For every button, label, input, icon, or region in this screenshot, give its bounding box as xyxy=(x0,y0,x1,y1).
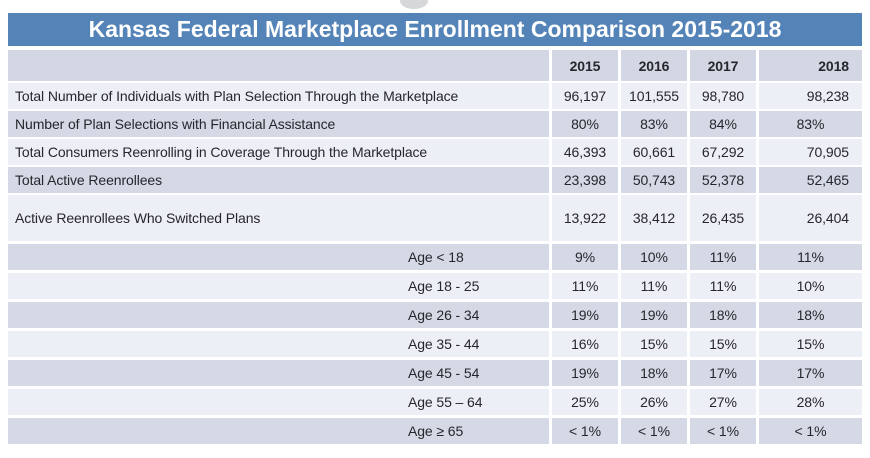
cell-value: 18% xyxy=(621,360,687,386)
row-label: Age 18 - 25 xyxy=(8,273,549,299)
cell-value: 27% xyxy=(690,389,756,415)
cell-value: 60,661 xyxy=(621,139,687,165)
cell-value: 26,404 xyxy=(759,195,862,241)
cell-value: 10% xyxy=(759,273,862,299)
cell-value: 9% xyxy=(552,244,618,270)
cell-value: 96,197 xyxy=(552,83,618,109)
cell-value: 18% xyxy=(690,302,756,328)
cell-value: 19% xyxy=(552,302,618,328)
cell-value: 101,555 xyxy=(621,83,687,109)
cell-value: 11% xyxy=(759,244,862,270)
cell-value: 15% xyxy=(690,331,756,357)
year-header-row: 2015 2016 2017 2018 xyxy=(8,50,862,81)
cell-value: 46,393 xyxy=(552,139,618,165)
year-header-2018: 2018 xyxy=(759,50,862,81)
table-row: Total Consumers Reenrolling in Coverage … xyxy=(8,139,862,165)
row-label: Age 45 - 54 xyxy=(8,360,549,386)
table-row: Total Number of Individuals with Plan Se… xyxy=(8,83,862,109)
cell-value: 15% xyxy=(621,331,687,357)
cell-value: < 1% xyxy=(759,418,862,444)
row-label: Total Active Reenrollees xyxy=(8,167,549,193)
cell-value: 13,922 xyxy=(552,195,618,241)
table-row-age: Age 18 - 25 11% 11% 11% 10% xyxy=(8,273,862,299)
cell-value: 84% xyxy=(690,111,756,137)
cell-value: 70,905 xyxy=(759,139,862,165)
cell-value: 26,435 xyxy=(690,195,756,241)
enrollment-comparison-table: Kansas Federal Marketplace Enrollment Co… xyxy=(8,13,862,447)
table-row-age: Age < 18 9% 10% 11% 11% xyxy=(8,244,862,270)
cell-value: 83% xyxy=(621,111,687,137)
year-header-2015: 2015 xyxy=(552,50,618,81)
cell-value: 10% xyxy=(621,244,687,270)
cell-value: < 1% xyxy=(552,418,618,444)
year-header-2016: 2016 xyxy=(621,50,687,81)
cell-value: 11% xyxy=(552,273,618,299)
cell-value: < 1% xyxy=(690,418,756,444)
cell-value: 11% xyxy=(690,244,756,270)
table-title: Kansas Federal Marketplace Enrollment Co… xyxy=(8,13,862,46)
table-row: Total Active Reenrollees 23,398 50,743 5… xyxy=(8,167,862,193)
cell-value: 28% xyxy=(759,389,862,415)
year-header-2017: 2017 xyxy=(690,50,756,81)
cell-value: 11% xyxy=(621,273,687,299)
table-row-age: Age 35 - 44 16% 15% 15% 15% xyxy=(8,331,862,357)
cell-value: 98,780 xyxy=(690,83,756,109)
cell-value: 23,398 xyxy=(552,167,618,193)
cell-value: 52,465 xyxy=(759,167,862,193)
row-label: Active Reenrollees Who Switched Plans xyxy=(8,195,549,241)
cropped-edge-artifact xyxy=(400,0,428,9)
cell-value: < 1% xyxy=(621,418,687,444)
cell-value: 17% xyxy=(759,360,862,386)
cell-value: 25% xyxy=(552,389,618,415)
row-label: Age 35 - 44 xyxy=(8,331,549,357)
row-label: Age 55 – 64 xyxy=(8,389,549,415)
row-label: Age ≥ 65 xyxy=(8,418,549,444)
cell-value: 19% xyxy=(621,302,687,328)
cell-value: 83% xyxy=(759,111,862,137)
table-row-age: Age ≥ 65 < 1% < 1% < 1% < 1% xyxy=(8,418,862,444)
cell-value: 98,238 xyxy=(759,83,862,109)
row-label: Total Number of Individuals with Plan Se… xyxy=(8,83,549,109)
table-row: Number of Plan Selections with Financial… xyxy=(8,111,862,137)
cell-value: 18% xyxy=(759,302,862,328)
row-label: Total Consumers Reenrolling in Coverage … xyxy=(8,139,549,165)
cell-value: 11% xyxy=(690,273,756,299)
cell-value: 16% xyxy=(552,331,618,357)
cell-value: 15% xyxy=(759,331,862,357)
cell-value: 67,292 xyxy=(690,139,756,165)
table-row-age: Age 45 - 54 19% 18% 17% 17% xyxy=(8,360,862,386)
row-label: Age < 18 xyxy=(8,244,549,270)
cell-value: 52,378 xyxy=(690,167,756,193)
table-row: Active Reenrollees Who Switched Plans 13… xyxy=(8,195,862,241)
table-row-age: Age 55 – 64 25% 26% 27% 28% xyxy=(8,389,862,415)
cell-value: 26% xyxy=(621,389,687,415)
cell-value: 50,743 xyxy=(621,167,687,193)
row-label: Age 26 - 34 xyxy=(8,302,549,328)
row-label: Number of Plan Selections with Financial… xyxy=(8,111,549,137)
cell-value: 80% xyxy=(552,111,618,137)
cell-value: 17% xyxy=(690,360,756,386)
cell-value: 38,412 xyxy=(621,195,687,241)
cell-value: 19% xyxy=(552,360,618,386)
header-label-spacer xyxy=(8,50,549,81)
table-row-age: Age 26 - 34 19% 19% 18% 18% xyxy=(8,302,862,328)
